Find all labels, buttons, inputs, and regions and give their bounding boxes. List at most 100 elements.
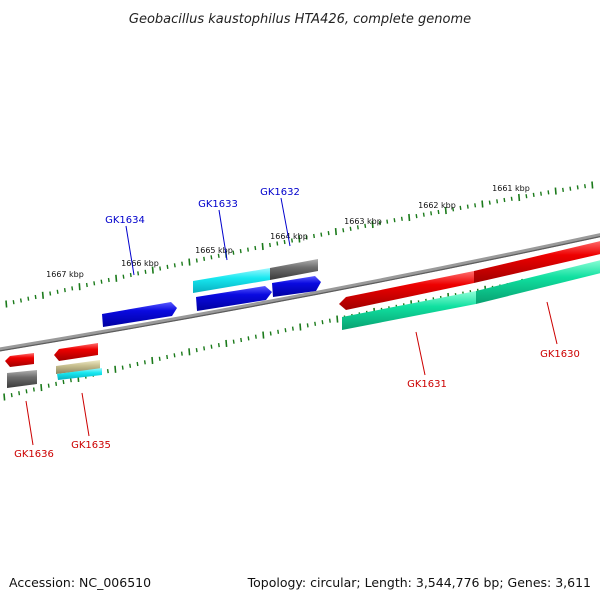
gene-gk1635-cyan[interactable]	[57, 368, 102, 380]
upper-scale-tick	[283, 239, 286, 245]
upper-scale-tick	[195, 258, 198, 263]
upper-scale-tick	[452, 207, 455, 212]
lower-scale-tick	[25, 389, 28, 394]
gene-gk1636-gray[interactable]	[7, 370, 37, 388]
lower-scale-tick	[173, 353, 176, 358]
lower-scale-tick	[129, 363, 132, 368]
upper-scale-tick	[49, 291, 52, 296]
gene-label-gk1635[interactable]: GK1635	[71, 440, 111, 451]
lower-scale-tick	[210, 344, 213, 349]
leader-gk1631	[415, 331, 426, 376]
lower-scale-tick	[314, 321, 317, 326]
upper-scale-tick	[159, 266, 162, 271]
upper-scale-tick	[247, 247, 249, 252]
gene-gk1632[interactable]	[272, 276, 321, 297]
upper-scale-tick	[188, 258, 191, 266]
upper-scale-tick	[474, 203, 477, 208]
upper-scale-tick	[151, 266, 154, 274]
genome-summary-text: Topology: circular; Length: 3,544,776 bp…	[247, 575, 591, 590]
lower-scale-tick	[158, 356, 161, 361]
lower-scale-tick	[203, 346, 206, 351]
lower-scale-tick	[143, 360, 146, 365]
gene-label-gk1630[interactable]: GK1630	[540, 349, 580, 360]
upper-scale-tick	[27, 296, 30, 301]
upper-scale-tick	[129, 272, 132, 278]
upper-scale-tick	[393, 218, 396, 223]
gene-gk1633-cyan[interactable]	[193, 268, 270, 293]
lower-scale-tick	[336, 315, 339, 323]
upper-scale-tick	[5, 300, 8, 308]
gene-gk1633[interactable]	[196, 286, 272, 311]
lower-scale-tick	[284, 328, 287, 333]
scale-ticks-upper	[5, 181, 594, 308]
lower-scale-tick	[277, 329, 280, 334]
forward-genes	[102, 259, 321, 327]
leader-gk1633	[218, 209, 228, 261]
gene-label-gk1636[interactable]: GK1636	[14, 449, 54, 460]
upper-scale-tick	[576, 185, 579, 190]
lower-scale-tick	[306, 323, 309, 328]
upper-scale-tick	[532, 192, 535, 198]
upper-scale-tick	[481, 200, 484, 208]
reverse-genes	[5, 240, 600, 388]
upper-scale-tick	[422, 212, 425, 217]
gene-label-gk1634[interactable]: GK1634	[105, 215, 145, 226]
gene-label-gk1632[interactable]: GK1632	[260, 187, 300, 198]
gene-gk1630[interactable]	[474, 240, 600, 283]
upper-scale-tick	[591, 181, 594, 189]
genome-backbone-shade	[0, 236, 600, 352]
gene-gk1635-tan[interactable]	[56, 360, 100, 374]
upper-scale-tick	[488, 200, 491, 205]
upper-scale-tick	[137, 271, 140, 276]
scale-label-1667: 1667 kbp	[46, 270, 84, 279]
lower-scale-tick	[114, 365, 117, 373]
lower-scale-tick	[247, 336, 250, 341]
upper-scale-tick	[254, 245, 257, 251]
upper-scale-tick	[444, 207, 447, 215]
upper-scale-tick	[239, 248, 242, 254]
gene-gk1630-green[interactable]	[476, 259, 600, 304]
gene-gk1631[interactable]	[339, 271, 474, 310]
upper-scale-tick	[173, 263, 176, 268]
lower-scale-tick	[47, 383, 50, 388]
gene-gk1631-green[interactable]	[342, 291, 476, 330]
upper-scale-tick	[562, 187, 564, 193]
gene-gk1636[interactable]	[5, 353, 34, 367]
upper-scale-tick	[400, 216, 403, 221]
gene-label-gk1631[interactable]: GK1631	[407, 379, 447, 390]
upper-scale-tick	[364, 223, 367, 229]
scale-label-1662: 1662 kbp	[418, 201, 456, 210]
gene-label-gk1633[interactable]: GK1633	[198, 199, 238, 210]
upper-scale-tick	[232, 250, 235, 255]
upper-scale-tick	[122, 274, 125, 279]
upper-scale-tick	[115, 274, 118, 282]
upper-scale-tick	[12, 300, 15, 305]
lower-scale-tick	[269, 331, 272, 336]
lower-scale-tick	[291, 326, 294, 331]
upper-scale-tick	[181, 261, 184, 266]
gene-gk1632-gray[interactable]	[270, 259, 318, 280]
upper-scale-tick	[144, 269, 147, 274]
lower-scale-tick	[254, 334, 257, 339]
scale-label-1666: 1666 kbp	[121, 259, 159, 268]
upper-scale-tick	[510, 196, 513, 201]
lower-scale-tick	[321, 320, 324, 325]
upper-scale-tick	[305, 235, 308, 240]
upper-scale-tick	[503, 197, 506, 203]
lower-scale-tick	[166, 354, 169, 360]
scale-label-1663: 1663 kbp	[344, 217, 382, 226]
upper-scale-tick	[459, 205, 462, 211]
upper-scale-tick	[41, 291, 44, 299]
gene-gk1634[interactable]	[102, 302, 177, 327]
upper-scale-tick	[269, 242, 271, 248]
genome-backbone	[0, 233, 600, 352]
gene-gk1635[interactable]	[54, 343, 98, 361]
leader-gk1634	[125, 225, 135, 276]
upper-scale-tick	[327, 230, 330, 236]
upper-scale-tick	[261, 242, 264, 251]
lower-scale-tick	[240, 337, 243, 343]
upper-scale-tick	[554, 187, 557, 195]
scale-label-1664: 1664 kbp	[270, 232, 308, 241]
upper-scale-tick	[166, 264, 169, 270]
lower-scale-tick	[62, 379, 65, 385]
